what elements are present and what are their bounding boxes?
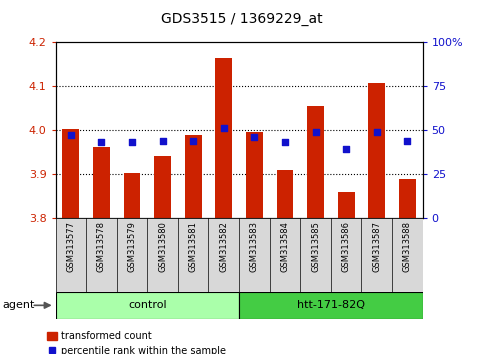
Bar (93, 147, 110, 218)
Bar (369, 83, 385, 218)
Point (342, 147, 350, 152)
Point (312, 129, 319, 135)
Bar (307, 106, 324, 218)
Text: GSM313581: GSM313581 (189, 222, 198, 272)
Text: GSM313580: GSM313580 (158, 222, 167, 272)
Text: GSM313587: GSM313587 (372, 222, 381, 273)
Text: GSM313579: GSM313579 (128, 222, 137, 272)
Bar (338, 192, 355, 218)
Legend: transformed count, percentile rank within the sample: transformed count, percentile rank withi… (43, 327, 230, 354)
Text: control: control (128, 300, 167, 310)
Bar (154, 155, 171, 218)
Text: agent: agent (2, 300, 35, 310)
Point (403, 138, 411, 143)
Point (220, 126, 227, 131)
Point (159, 138, 167, 143)
Text: GSM313578: GSM313578 (97, 222, 106, 273)
Text: GSM313585: GSM313585 (311, 222, 320, 272)
Point (281, 139, 289, 145)
Bar (215, 58, 232, 218)
Text: GSM313583: GSM313583 (250, 222, 259, 273)
Point (189, 138, 197, 143)
Bar (124, 173, 141, 218)
Text: GSM313584: GSM313584 (281, 222, 289, 272)
Bar (185, 135, 201, 218)
Bar (277, 170, 293, 218)
Text: GSM313582: GSM313582 (219, 222, 228, 272)
Bar (62, 129, 79, 218)
Bar (56, 292, 239, 319)
Bar (246, 132, 263, 218)
Point (128, 139, 136, 145)
Text: GDS3515 / 1369229_at: GDS3515 / 1369229_at (161, 12, 322, 27)
Point (251, 134, 258, 140)
Text: GSM313577: GSM313577 (66, 222, 75, 273)
Text: GSM313588: GSM313588 (403, 222, 412, 273)
Bar (399, 179, 416, 218)
Text: htt-171-82Q: htt-171-82Q (297, 300, 365, 310)
Bar (239, 292, 423, 319)
Point (67, 132, 75, 138)
Text: GSM313586: GSM313586 (341, 222, 351, 273)
Point (373, 129, 381, 135)
Point (98, 139, 105, 145)
